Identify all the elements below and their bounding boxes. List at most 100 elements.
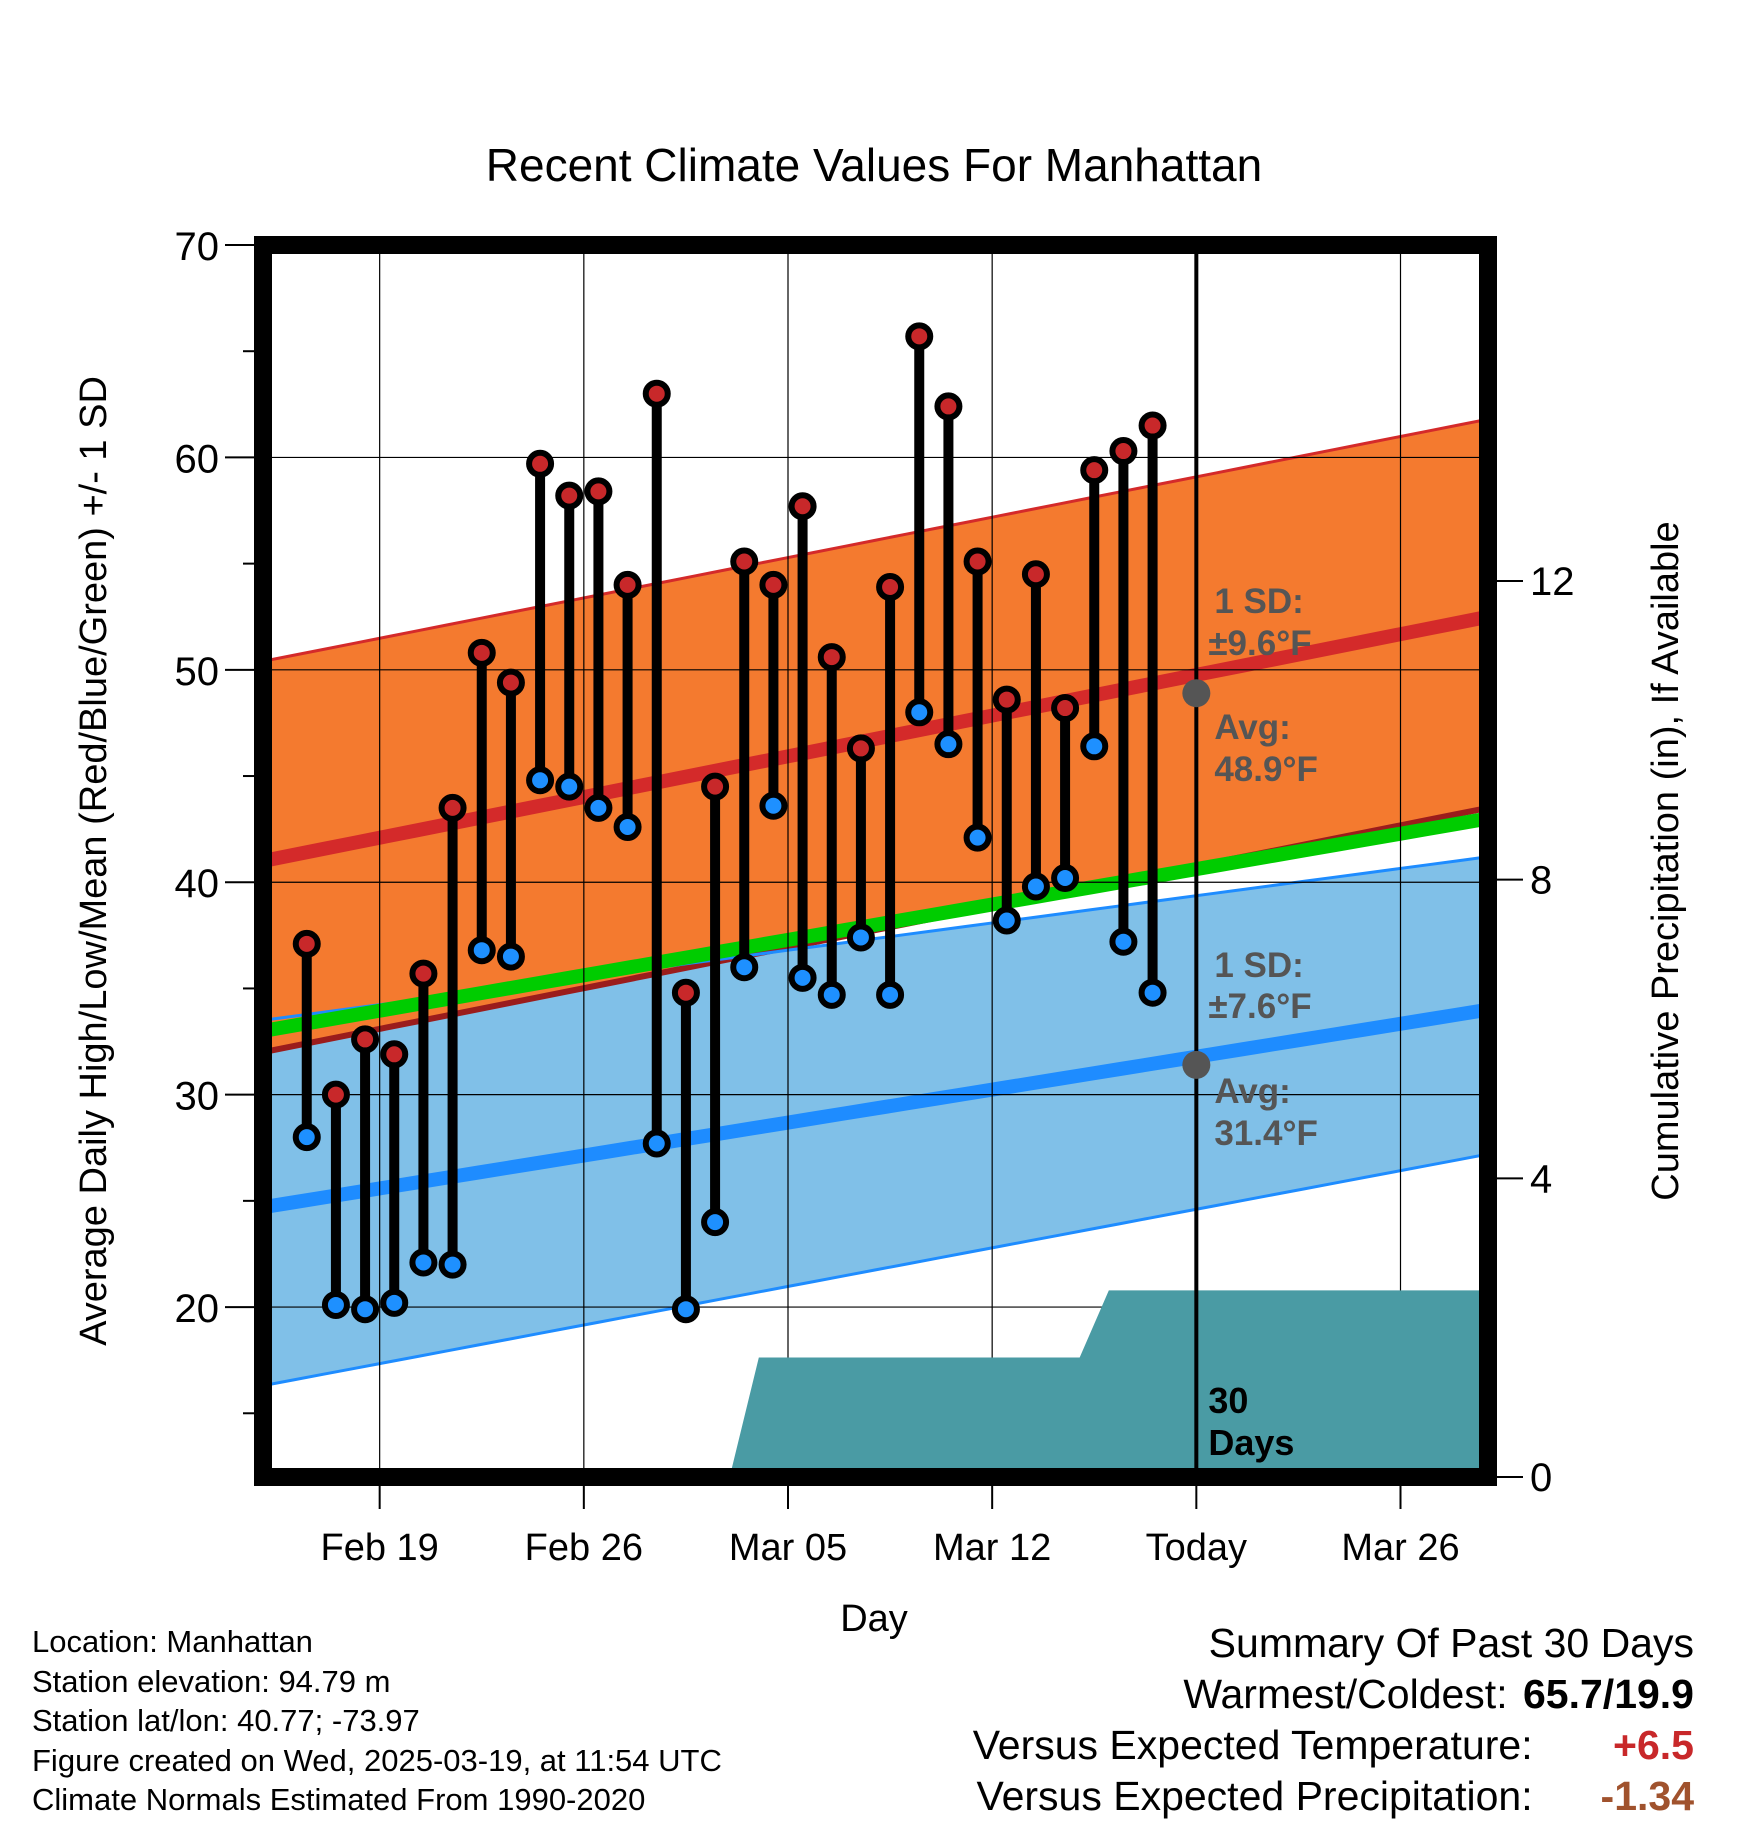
low-lower-line xyxy=(263,1152,1488,1388)
low-temp-point xyxy=(1051,863,1080,892)
y-tick-label: 60 xyxy=(175,437,220,481)
y2-tick-label: 0 xyxy=(1530,1456,1552,1500)
high-temp-point xyxy=(555,481,584,510)
high-temp-point xyxy=(1109,437,1138,466)
station-info: Location: Manhattan Station elevation: 9… xyxy=(32,1622,722,1820)
summary-temp: Versus Expected Temperature: +6.5 xyxy=(973,1720,1694,1771)
low-temp-point xyxy=(788,963,817,992)
created-text: Figure created on Wed, 2025-03-19, at 11… xyxy=(32,1742,722,1778)
high-temp-point xyxy=(467,638,496,667)
warm-cold-label: Warmest/Coldest: xyxy=(1183,1671,1508,1717)
high-temp-point xyxy=(351,1025,380,1054)
high-sd-label: 1 SD: xyxy=(1214,582,1303,621)
summary-warm-cold: Warmest/Coldest: 65.7/19.9 xyxy=(973,1669,1694,1720)
high-temp-point xyxy=(876,572,905,601)
y-tick-label: 70 xyxy=(175,225,220,269)
low-temp-point xyxy=(1080,732,1109,761)
days-label: Days xyxy=(1208,1422,1294,1463)
temp-value: +6.5 xyxy=(1613,1722,1694,1768)
low-temp-point xyxy=(526,766,555,795)
days-count: 30 xyxy=(1208,1380,1248,1421)
high-temp-point xyxy=(788,492,817,521)
y-tick-label: 50 xyxy=(175,650,220,694)
high-avg-line xyxy=(263,609,1488,868)
high-sd-value: ±9.6°F xyxy=(1208,624,1311,663)
summary-panel: Summary Of Past 30 Days Warmest/Coldest:… xyxy=(973,1618,1694,1822)
high-temp-point xyxy=(1080,456,1109,485)
y-tick-label: 30 xyxy=(175,1075,220,1119)
high-avg-marker xyxy=(1182,679,1211,708)
x-tick-label: Mar 26 xyxy=(1341,1527,1459,1569)
y2-tick-label: 4 xyxy=(1530,1157,1552,1201)
low-temp-point xyxy=(671,1295,700,1324)
high-temp-point xyxy=(380,1040,409,1069)
high-temp-point xyxy=(817,643,846,672)
y-tick-label: 20 xyxy=(175,1287,220,1331)
low-sd-value: ±7.6°F xyxy=(1208,987,1311,1026)
latlon-text: Station lat/lon: 40.77; -73.97 xyxy=(32,1703,420,1738)
x-axis-label: Day xyxy=(840,1598,908,1640)
elevation-text: Station elevation: 94.79 m xyxy=(32,1663,391,1699)
high-temp-point xyxy=(642,379,671,408)
high-temp-point xyxy=(992,685,1021,714)
low-temp-point xyxy=(730,953,759,982)
low-temp-point xyxy=(467,936,496,965)
low-temp-point xyxy=(321,1290,350,1319)
high-temp-point xyxy=(292,929,321,958)
summary-precip: Versus Expected Precipitation: -1.34 xyxy=(973,1771,1695,1822)
low-temp-point xyxy=(1138,978,1167,1007)
plot-frame xyxy=(254,236,1497,1486)
high-temp-point xyxy=(963,547,992,576)
high-temp-point xyxy=(1021,560,1050,589)
low-temp-point xyxy=(934,730,963,759)
x-tick-label: Today xyxy=(1146,1527,1247,1569)
y-axis-label: Average Daily High/Low/Mean (Red/Blue/Gr… xyxy=(73,376,115,1346)
location-text: Location: Manhattan xyxy=(32,1624,313,1659)
y2-axis-label: Cumulative Precipitation (in), If Availa… xyxy=(1645,521,1687,1200)
low-temp-point xyxy=(555,772,584,801)
low-avg-line xyxy=(263,1002,1488,1215)
low-temp-point xyxy=(351,1295,380,1324)
high-temp-point xyxy=(584,477,613,506)
y-tick-label: 40 xyxy=(175,862,220,906)
low-temp-point xyxy=(584,793,613,822)
low-avg-label: Avg: xyxy=(1214,1072,1290,1111)
high-avg-label: Avg: xyxy=(1214,708,1290,747)
precip-value: -1.34 xyxy=(1600,1773,1694,1819)
low-temp-point xyxy=(759,791,788,820)
low-temp-point xyxy=(380,1288,409,1317)
high-temp-point xyxy=(759,570,788,599)
high-temp-point xyxy=(613,570,642,599)
y2-tick-label: 8 xyxy=(1530,859,1552,903)
precip-label: Versus Expected Precipitation: xyxy=(976,1773,1533,1819)
high-temp-point xyxy=(1051,694,1080,723)
high-temp-point xyxy=(438,793,467,822)
x-tick-label: Mar 05 xyxy=(729,1527,847,1569)
low-temp-point xyxy=(496,942,525,971)
low-temp-point xyxy=(992,906,1021,935)
low-temp-point xyxy=(613,813,642,842)
high-temp-point xyxy=(671,978,700,1007)
low-avg-marker xyxy=(1182,1050,1211,1079)
low-temp-point xyxy=(963,823,992,852)
high-avg-value: 48.9°F xyxy=(1214,750,1318,789)
high-temp-point xyxy=(934,392,963,421)
high-temp-point xyxy=(526,449,555,478)
high-temp-point xyxy=(905,322,934,351)
x-tick-label: Mar 12 xyxy=(933,1527,1051,1569)
low-temp-point xyxy=(876,980,905,1009)
low-temp-point xyxy=(817,980,846,1009)
low-temp-point xyxy=(905,698,934,727)
high-temp-point xyxy=(846,734,875,763)
chart-title: Recent Climate Values For Manhattan xyxy=(486,139,1262,191)
high-temp-point xyxy=(730,547,759,576)
x-tick-label: Feb 26 xyxy=(525,1527,643,1569)
low-temp-point xyxy=(846,923,875,952)
low-temp-point xyxy=(292,1123,321,1152)
x-tick-label: Feb 19 xyxy=(321,1527,439,1569)
high-temp-point xyxy=(409,959,438,988)
high-temp-point xyxy=(321,1080,350,1109)
normals-text: Climate Normals Estimated From 1990-2020 xyxy=(32,1782,646,1817)
temp-label: Versus Expected Temperature: xyxy=(972,1722,1533,1768)
